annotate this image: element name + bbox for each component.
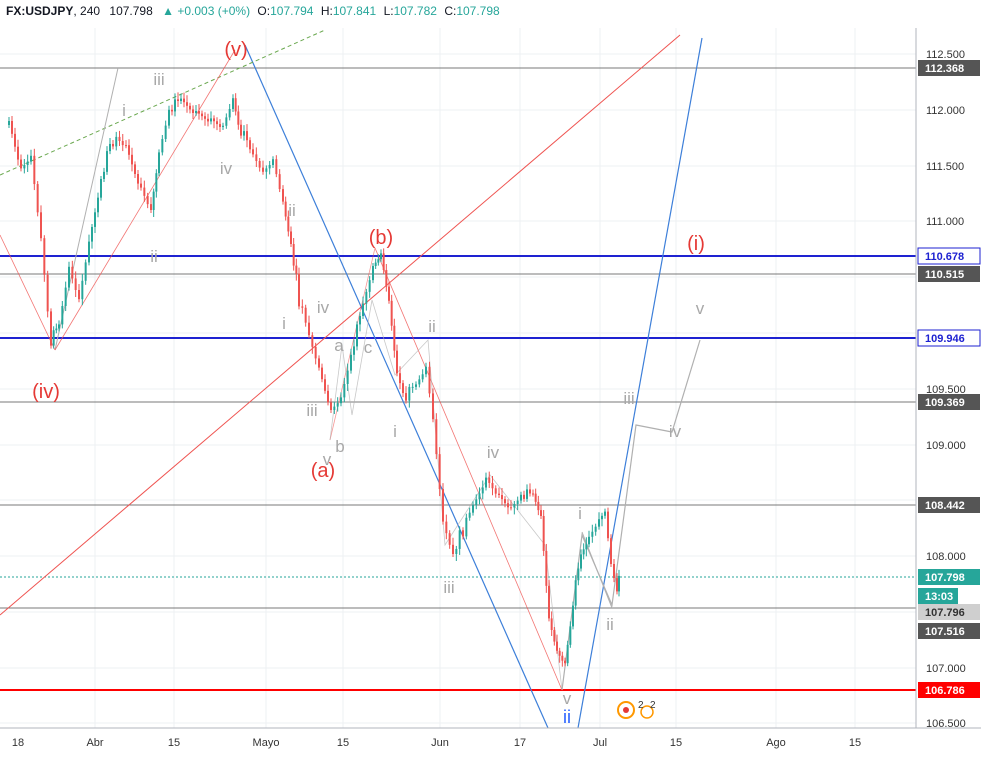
open-value: 107.794: [270, 4, 314, 18]
wave-label: a: [334, 336, 344, 355]
time-tick-label: 15: [168, 737, 180, 749]
price-axis-label: 110.515: [918, 266, 980, 282]
wave-label: ii: [428, 317, 436, 336]
last-price: 107.798: [109, 4, 153, 18]
interval-label[interactable]: 240: [80, 4, 101, 18]
time-tick-label: 15: [670, 737, 682, 749]
candlestick-series[interactable]: [8, 92, 620, 667]
time-axis-ticks: 18 Abr 15 Mayo 15 Jun 17 Jul 15 Ago 15: [12, 737, 861, 749]
svg-text:107.796: 107.796: [925, 607, 965, 619]
time-tick-label: 15: [849, 737, 861, 749]
wave-label: (a): [311, 460, 335, 482]
price-axis-label: 108.442: [918, 497, 980, 513]
svg-text:109.946: 109.946: [925, 333, 965, 345]
low-label: L:: [383, 4, 394, 18]
price-axis-label: 107.516: [918, 623, 980, 639]
wave-label: iv: [317, 298, 330, 317]
price-axis-label: 107.796: [918, 604, 980, 620]
time-tick-label: Abr: [86, 737, 103, 749]
price-tick-label: 111.500: [926, 161, 964, 173]
time-tick-label: Jun: [431, 737, 449, 749]
wave-label: ii: [606, 615, 614, 634]
price-axis-label: 107.798: [918, 569, 980, 585]
price-axis[interactable]: 112.500 112.000 111.500 111.000 109.500 109.0…: [915, 28, 981, 730]
wave-label: iv: [669, 422, 682, 441]
low-value: 107.782: [393, 4, 437, 18]
price-axis-ticks: 112.500 112.000 111.500 111.000 109.500 109.0…: [926, 49, 966, 730]
price-axis-label: 109.369: [918, 394, 980, 410]
symbol-header: FX:USDJPY, 240 107.798 ▲ +0.003 (+0%) O:…: [6, 4, 500, 18]
wave-label: i: [578, 504, 582, 523]
svg-text:110.678: 110.678: [925, 251, 964, 263]
wave-label: (iv): [32, 381, 60, 403]
wave-label: ii: [288, 201, 296, 220]
wave-label: iv: [487, 443, 500, 462]
wave-label: (v): [224, 39, 247, 61]
svg-text:107.516: 107.516: [925, 626, 965, 638]
wave-label: ii: [150, 247, 158, 266]
time-tick-label: Jul: [593, 737, 607, 749]
event-badge[interactable]: 2 2: [617, 700, 656, 719]
price-levels[interactable]: [0, 67, 916, 691]
wave-label: (i): [687, 233, 705, 255]
high-value: 107.841: [332, 4, 377, 18]
svg-text:108.442: 108.442: [925, 500, 965, 512]
price-tick-label: 112.000: [926, 105, 965, 117]
price-tick-label: 112.500: [926, 49, 965, 61]
wave-label: iv: [220, 159, 233, 178]
high-label: H:: [320, 4, 333, 18]
time-tick-label: Mayo: [253, 737, 280, 749]
open-label: O:: [257, 4, 271, 18]
horizontal-grid: [0, 53, 916, 724]
svg-text:107.798: 107.798: [925, 572, 965, 584]
wave-label: i: [393, 422, 397, 441]
symbol-name[interactable]: FX:USDJPY: [6, 4, 74, 18]
wave-label: iii: [153, 70, 164, 89]
wave-label: v: [323, 450, 332, 469]
price-tick-label: 107.000: [926, 663, 966, 675]
price-axis-label: 112.368: [918, 60, 980, 76]
wave-label: v: [563, 689, 572, 708]
wave-label: iii: [443, 578, 454, 597]
wave-label: v: [696, 299, 705, 318]
trend-lines[interactable]: [0, 29, 703, 729]
time-tick-label: 17: [514, 737, 526, 749]
svg-text:110.515: 110.515: [925, 269, 964, 281]
event-badge-count: 2: [638, 700, 644, 711]
time-axis[interactable]: 18 Abr 15 Mayo 15 Jun 17 Jul 15 Ago 15: [0, 727, 981, 749]
price-tick-label: 106.500: [926, 718, 966, 730]
price-tick-label: 108.000: [926, 551, 966, 563]
close-label: C:: [444, 4, 457, 18]
wave-label: i: [122, 101, 126, 120]
wave-label: iii: [623, 389, 634, 408]
wave-label: iii: [306, 401, 317, 420]
wave-label: ii: [563, 707, 571, 727]
price-axis-labels: 112.368 110.678 110.515 109.946 109.369 108.4…: [917, 60, 981, 698]
price-axis-label: 13:03: [918, 588, 958, 604]
wave-label: i: [282, 314, 286, 333]
event-badge-count: 2: [650, 700, 656, 711]
wave-label: b: [335, 437, 344, 456]
time-tick-label: 15: [337, 737, 349, 749]
wave-label: c: [364, 338, 373, 357]
time-tick-label: Ago: [766, 737, 786, 749]
svg-text:109.369: 109.369: [925, 397, 965, 409]
vertical-grid: [94, 28, 856, 728]
price-axis-label: 106.786: [918, 682, 980, 698]
close-value: 107.798: [456, 4, 500, 18]
price-tick-label: 111.000: [926, 216, 964, 228]
svg-text:106.786: 106.786: [925, 685, 965, 697]
time-tick-label: 18: [12, 737, 24, 749]
price-axis-label: 109.946: [917, 329, 981, 347]
wave-label: (b): [369, 227, 393, 249]
price-tick-label: 109.500: [926, 384, 966, 396]
svg-text:13:03: 13:03: [925, 591, 953, 603]
svg-text:112.368: 112.368: [925, 63, 964, 75]
price-change: ▲ +0.003 (+0%): [162, 4, 251, 18]
price-axis-label: 110.678: [917, 247, 981, 265]
price-tick-label: 109.000: [926, 440, 966, 452]
